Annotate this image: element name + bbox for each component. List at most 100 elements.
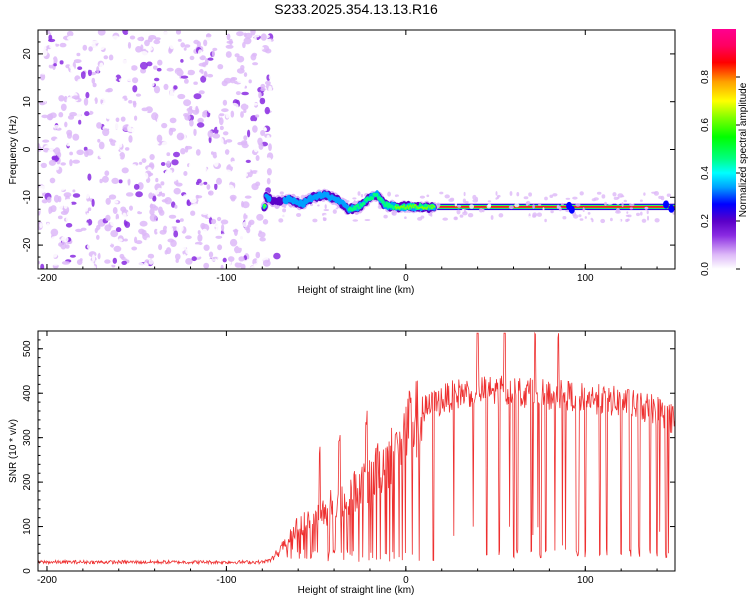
noise-blob bbox=[121, 71, 125, 79]
noise-blob bbox=[212, 133, 221, 139]
noise-blob bbox=[175, 30, 182, 35]
noise-blob bbox=[251, 52, 258, 57]
noise-blob bbox=[93, 45, 98, 51]
noise-blob bbox=[159, 229, 167, 235]
noise-blob bbox=[169, 89, 174, 97]
noise-blob bbox=[94, 174, 98, 180]
track-noise bbox=[586, 194, 590, 198]
noise-blob bbox=[57, 238, 61, 243]
track-noise bbox=[467, 213, 474, 218]
noise-blob bbox=[251, 159, 260, 166]
noise-blob bbox=[161, 141, 169, 148]
noise-blob bbox=[153, 95, 158, 100]
noise-blob bbox=[187, 193, 195, 200]
noise-blob bbox=[52, 183, 57, 188]
noise-blob bbox=[160, 162, 166, 166]
noise-blob bbox=[223, 122, 231, 130]
noise-blob bbox=[203, 39, 208, 47]
noise-blob bbox=[59, 42, 67, 48]
noise-blob bbox=[69, 159, 73, 167]
track-noise bbox=[610, 217, 613, 222]
track-noise bbox=[323, 214, 329, 218]
track-blob bbox=[407, 207, 410, 210]
noise-blob bbox=[74, 149, 78, 153]
track-blob bbox=[410, 205, 413, 209]
noise-blob bbox=[265, 48, 272, 54]
noise-blob bbox=[48, 34, 53, 41]
noise-blob bbox=[252, 62, 259, 66]
noise-blob bbox=[125, 147, 130, 151]
noise-blob bbox=[140, 51, 149, 57]
noise-blob bbox=[148, 35, 157, 40]
track-blob bbox=[375, 193, 379, 197]
noise-blob bbox=[217, 126, 220, 131]
noise-blob bbox=[72, 159, 80, 164]
noise-blob bbox=[38, 173, 41, 179]
noise-blob bbox=[84, 222, 89, 227]
noise-blob bbox=[112, 76, 117, 81]
noise-blob bbox=[96, 66, 100, 74]
noise-blob bbox=[248, 99, 252, 104]
noise-blob bbox=[258, 91, 262, 99]
noise-blob bbox=[164, 250, 168, 255]
noise-blob bbox=[114, 172, 122, 177]
noise-blob bbox=[118, 105, 124, 113]
noise-blob bbox=[159, 173, 166, 178]
track-blob bbox=[267, 195, 272, 203]
noise-blob bbox=[63, 204, 68, 210]
track-noise bbox=[481, 194, 485, 199]
track-noise bbox=[617, 196, 620, 200]
noise-blob bbox=[78, 119, 82, 125]
noise-blob bbox=[183, 99, 192, 107]
noise-blob bbox=[89, 161, 98, 167]
noise-blob bbox=[38, 205, 41, 212]
noise-blob bbox=[268, 73, 274, 81]
noise-blob bbox=[199, 55, 206, 61]
noise-blob bbox=[91, 77, 96, 84]
noise-blob bbox=[123, 238, 128, 242]
track-noise bbox=[454, 191, 461, 195]
track-noise bbox=[497, 194, 501, 198]
track-noise bbox=[654, 218, 660, 223]
noise-blob bbox=[193, 93, 202, 100]
noise-blob bbox=[39, 222, 43, 228]
noise-blob bbox=[52, 221, 57, 225]
track-noise bbox=[283, 214, 286, 219]
noise-blob bbox=[229, 238, 238, 247]
noise-blob bbox=[59, 60, 64, 65]
noise-blob bbox=[184, 44, 191, 48]
noise-blob bbox=[106, 87, 113, 93]
noise-blob bbox=[176, 132, 185, 141]
noise-blob bbox=[130, 200, 137, 205]
noise-blob bbox=[146, 77, 152, 83]
noise-blob bbox=[233, 258, 240, 263]
noise-blob bbox=[93, 87, 101, 93]
track-blob bbox=[409, 204, 412, 207]
noise-blob bbox=[152, 141, 160, 145]
track-noise bbox=[495, 197, 498, 200]
colorbar-tick-label: 0.4 bbox=[700, 166, 711, 180]
track-noise bbox=[396, 196, 400, 199]
noise-blob bbox=[88, 191, 93, 195]
track-noise bbox=[495, 191, 498, 196]
track-blob bbox=[358, 206, 362, 210]
noise-blob bbox=[154, 37, 161, 41]
noise-blob bbox=[73, 59, 82, 64]
track-noise bbox=[600, 218, 606, 224]
noise-blob bbox=[214, 183, 218, 190]
snr-axes: -200 -100 0 100 0 100 200 300 400 500 bbox=[22, 330, 675, 586]
noise-blob bbox=[191, 203, 199, 210]
noise-blob bbox=[217, 173, 222, 179]
noise-blob bbox=[48, 159, 57, 166]
noise-blob bbox=[208, 190, 214, 196]
y-tick-label: 20 bbox=[22, 48, 33, 60]
noise-blob bbox=[238, 224, 244, 231]
noise-blob bbox=[77, 78, 83, 84]
track-noise bbox=[514, 203, 520, 208]
noise-blob bbox=[228, 151, 236, 155]
noise-blob bbox=[219, 117, 224, 126]
noise-blob bbox=[164, 101, 170, 109]
track-blob bbox=[382, 200, 385, 205]
noise-blob bbox=[91, 254, 96, 262]
track-blob bbox=[424, 203, 427, 208]
